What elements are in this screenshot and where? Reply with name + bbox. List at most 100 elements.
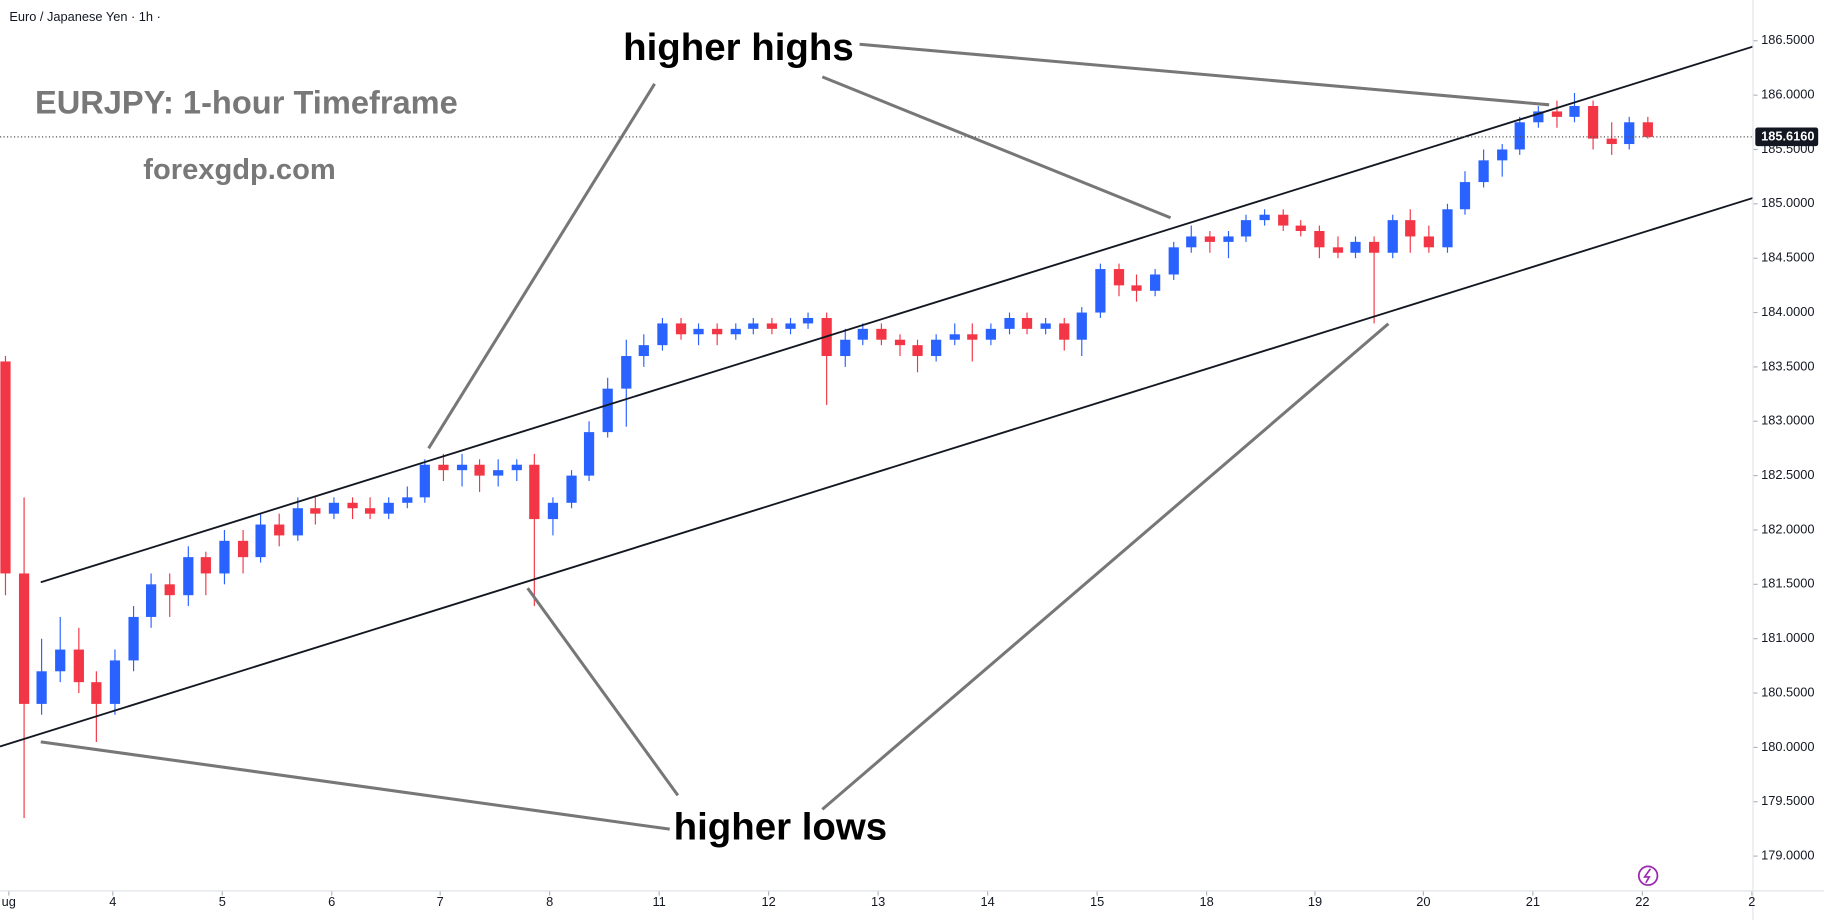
candle-body: [602, 388, 613, 433]
candle-body: [547, 502, 559, 520]
candle-body: [675, 323, 687, 335]
y-tick-label: 184.5000: [1761, 250, 1814, 265]
annotation-heading: EURJPY: 1-hour Timeframe: [35, 83, 458, 120]
candle-body: [566, 475, 577, 503]
candle-body: [511, 464, 522, 471]
x-tick-label: 12: [762, 894, 776, 909]
x-tick-label: 19: [1308, 894, 1322, 909]
candle-body: [1314, 231, 1325, 248]
candle-body: [1642, 122, 1653, 137]
y-tick-label: 179.5000: [1761, 793, 1814, 808]
x-tick-label: 7: [437, 894, 444, 909]
pointer-line: [859, 42, 1550, 107]
candle-body: [1278, 214, 1289, 226]
candle-body: [1551, 111, 1563, 117]
candle-body: [931, 339, 942, 357]
candle-body: [55, 649, 66, 672]
candle-body: [364, 508, 376, 514]
candle-body: [310, 508, 321, 514]
candle-body: [583, 432, 595, 476]
candle-body: [1168, 247, 1179, 275]
candle-body: [638, 345, 649, 357]
annotation-higher-highs: higher highs: [623, 26, 854, 69]
y-tick-label: 186.5000: [1761, 32, 1814, 47]
candle-body: [1478, 160, 1489, 183]
candle-body: [255, 524, 266, 558]
candle-body: [1332, 247, 1344, 253]
last-price-label: 185.6160: [1761, 128, 1814, 143]
candle-body: [200, 557, 211, 574]
candle-body: [529, 464, 540, 520]
candle-body: [1514, 122, 1525, 150]
candle-body: [894, 339, 906, 346]
y-tick-label: 181.5000: [1761, 576, 1814, 591]
chart-title: Euro / Japanese Yen · 1h ·: [9, 9, 161, 24]
pointer-line: [526, 587, 680, 797]
candle-body: [912, 345, 923, 357]
candle-body: [91, 682, 102, 704]
x-tick-label: 11: [652, 894, 665, 909]
candle-body: [785, 323, 796, 329]
y-tick-label: 185.0000: [1761, 195, 1814, 210]
candle-body: [1405, 220, 1416, 237]
candle-body: [18, 573, 30, 704]
candle-body: [1095, 269, 1106, 313]
annotation-higher-lows: higher lows: [674, 805, 888, 848]
candle-body: [1606, 138, 1617, 145]
candle-body: [1259, 214, 1270, 221]
x-tick-label: 2: [1748, 894, 1755, 909]
candle-body: [1497, 149, 1508, 161]
x-tick-label: 13: [871, 894, 885, 909]
candle-body: [1350, 241, 1361, 253]
candle-body: [1021, 317, 1033, 329]
candle-body: [383, 502, 394, 514]
candle-body: [693, 328, 704, 335]
y-tick-label: 179.0000: [1761, 847, 1814, 862]
x-tick-label: 15: [1090, 894, 1104, 909]
candle-body: [1587, 105, 1599, 139]
y-tick-label: 180.5000: [1761, 684, 1814, 699]
candle-body: [164, 584, 175, 596]
candle-body: [347, 502, 358, 509]
x-tick-label: 5: [219, 894, 226, 909]
x-tick-label: 6: [328, 894, 335, 909]
candle-body: [1569, 105, 1580, 117]
candle-body: [73, 649, 84, 683]
candle-body: [1368, 241, 1380, 253]
candle-body: [292, 508, 303, 536]
candle-body: [145, 584, 157, 617]
candle-body: [438, 464, 449, 471]
candle-body: [712, 328, 723, 335]
pointer-line: [821, 75, 1172, 220]
candle-body: [109, 660, 121, 704]
x-tick-label: 22: [1635, 894, 1649, 909]
pointer-line: [427, 83, 656, 450]
candle-body: [1059, 323, 1070, 340]
candle-body: [621, 356, 632, 389]
upper-channel-line: [40, 45, 1753, 584]
candle-body: [1459, 182, 1471, 210]
candle-body: [128, 616, 139, 661]
candle-body: [1240, 220, 1252, 237]
candle-body: [1113, 269, 1125, 286]
candle-body: [730, 328, 741, 335]
candle-body: [219, 540, 230, 574]
candle-body: [419, 464, 430, 498]
candle-body: [1624, 122, 1635, 145]
candle-body: [1204, 236, 1215, 242]
candle-body: [985, 328, 997, 340]
x-tick-label: 20: [1416, 894, 1430, 909]
y-tick-label: 184.0000: [1761, 304, 1814, 319]
candle-body: [802, 317, 814, 324]
candle-body: [1442, 209, 1453, 248]
x-tick-label: 8: [546, 894, 553, 909]
candle-body: [1223, 236, 1234, 242]
trend-lines: [0, 45, 1753, 748]
candle-body: [840, 339, 851, 357]
replay-icon: [1637, 865, 1659, 886]
pointer-line: [821, 322, 1390, 811]
candle-body: [967, 334, 978, 340]
candle-body: [857, 328, 868, 340]
candle-body: [493, 470, 504, 476]
